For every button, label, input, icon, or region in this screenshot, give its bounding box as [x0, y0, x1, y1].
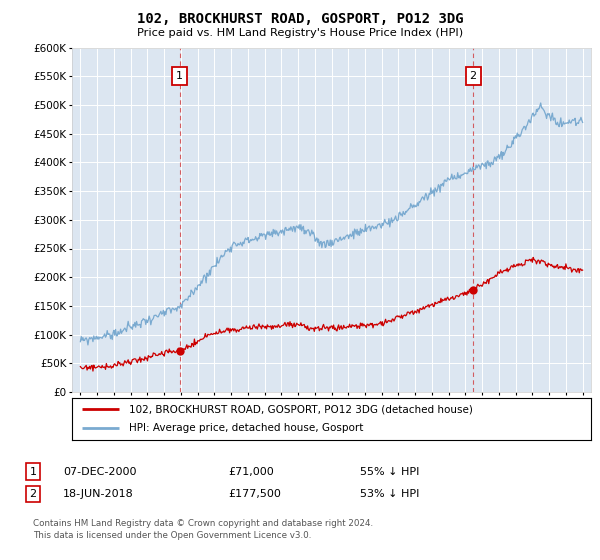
Text: £177,500: £177,500	[228, 489, 281, 499]
Text: 2: 2	[29, 489, 37, 499]
Text: 53% ↓ HPI: 53% ↓ HPI	[360, 489, 419, 499]
Text: 102, BROCKHURST ROAD, GOSPORT, PO12 3DG: 102, BROCKHURST ROAD, GOSPORT, PO12 3DG	[137, 12, 463, 26]
Text: 2: 2	[470, 71, 476, 81]
Text: £71,000: £71,000	[228, 466, 274, 477]
Text: 1: 1	[29, 466, 37, 477]
Text: 102, BROCKHURST ROAD, GOSPORT, PO12 3DG (detached house): 102, BROCKHURST ROAD, GOSPORT, PO12 3DG …	[129, 404, 473, 414]
Text: 18-JUN-2018: 18-JUN-2018	[63, 489, 134, 499]
Text: Contains HM Land Registry data © Crown copyright and database right 2024.
This d: Contains HM Land Registry data © Crown c…	[33, 519, 373, 540]
Text: 07-DEC-2000: 07-DEC-2000	[63, 466, 137, 477]
Text: 55% ↓ HPI: 55% ↓ HPI	[360, 466, 419, 477]
Text: 1: 1	[176, 71, 183, 81]
Text: Price paid vs. HM Land Registry's House Price Index (HPI): Price paid vs. HM Land Registry's House …	[137, 28, 463, 38]
Text: HPI: Average price, detached house, Gosport: HPI: Average price, detached house, Gosp…	[129, 423, 364, 433]
